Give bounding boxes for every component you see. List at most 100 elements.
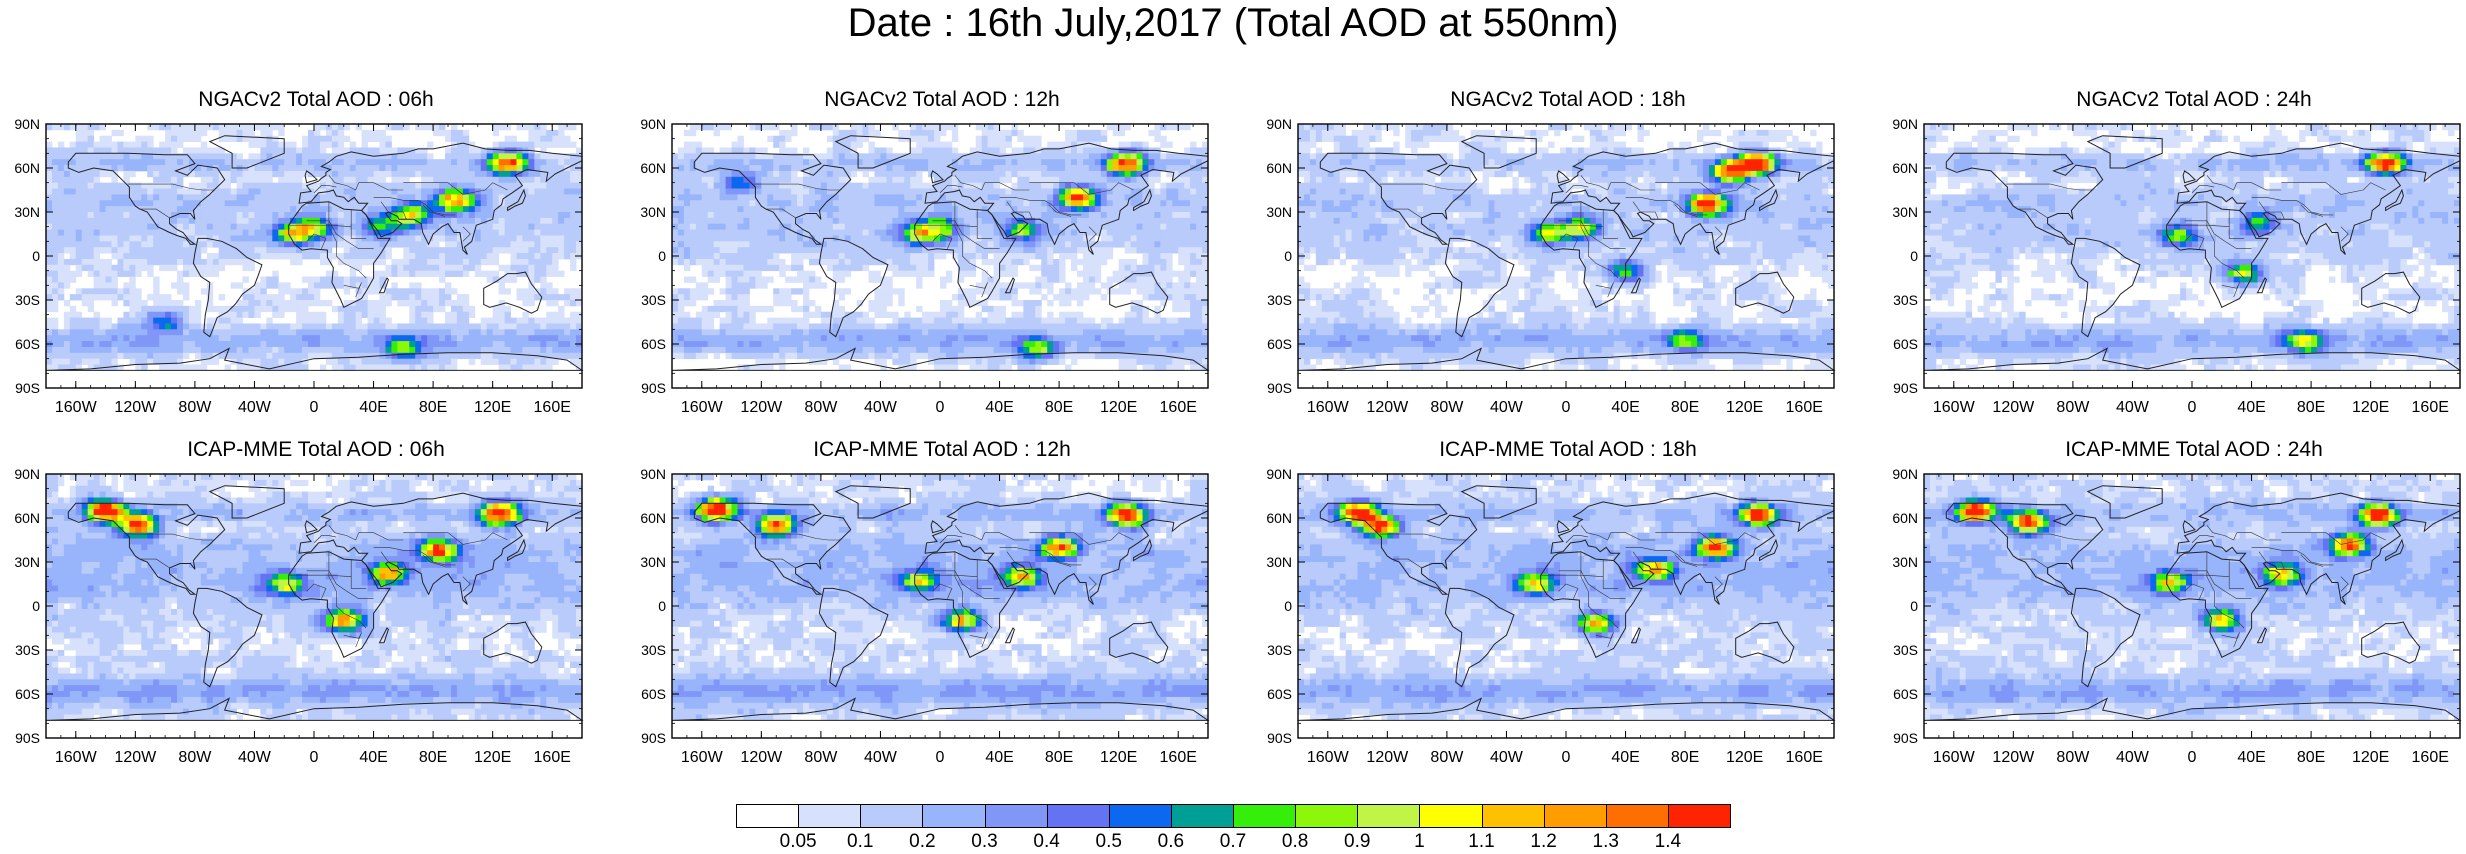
- coastlines: [1297, 485, 1836, 721]
- lat-tick-label: 0: [32, 248, 40, 264]
- aod-heatmap: [1298, 124, 1835, 371]
- panel-title: NGACv2 Total AOD : 24h: [1924, 88, 2464, 112]
- lat-tick-label: 60S: [1267, 336, 1292, 352]
- lon-tick-label: 80W: [178, 749, 212, 766]
- lon-tick-label: 120E: [474, 749, 511, 766]
- lat-tick-label: 60N: [1266, 160, 1292, 176]
- lon-tick-label: 160W: [1933, 399, 1976, 416]
- lon-tick-label: 40E: [2237, 399, 2265, 416]
- lat-tick-label: 60N: [1266, 510, 1292, 526]
- country-borders: [127, 525, 508, 648]
- lat-tick-label: 90S: [1893, 730, 1918, 746]
- colorbar-swatch: [1046, 804, 1110, 828]
- panel-title: NGACv2 Total AOD : 06h: [46, 88, 586, 112]
- lon-tick-label: 40W: [2116, 399, 2150, 416]
- lon-tick-label: 160E: [1786, 749, 1823, 766]
- lat-tick-label: 30N: [1266, 554, 1292, 570]
- lon-tick-label: 80W: [804, 749, 838, 766]
- lat-tick-label: 30N: [1892, 554, 1918, 570]
- lon-tick-label: 160W: [681, 749, 724, 766]
- lat-tick-label: 30N: [640, 554, 666, 570]
- lon-tick-label: 120W: [1992, 749, 2035, 766]
- lat-tick-label: 60N: [1892, 510, 1918, 526]
- lon-tick-label: 120W: [740, 749, 783, 766]
- lat-tick-label: 90S: [641, 730, 666, 746]
- colorbar-label: 1: [1389, 832, 1449, 852]
- lon-tick-label: 40E: [2237, 749, 2265, 766]
- lon-tick-label: 40E: [359, 749, 387, 766]
- lat-tick-label: 60S: [1267, 686, 1292, 702]
- colorbar-label: 0.05: [768, 832, 828, 852]
- lon-tick-label: 40E: [359, 399, 387, 416]
- colorbar-swatch: [1108, 804, 1172, 828]
- lon-tick-label: 0: [310, 749, 319, 766]
- lat-tick-label: 30N: [1892, 204, 1918, 220]
- colorbar-label: 1.3: [1576, 832, 1636, 852]
- lat-tick-label: 60N: [1892, 160, 1918, 176]
- country-borders: [127, 175, 508, 298]
- lat-tick-label: 30S: [15, 292, 40, 308]
- aod-map: 90N 60N 30N 0 30S 60S 90S 160W 120W 80W 40W 0 40E 80E…: [1266, 466, 1836, 766]
- colorbar-label: 0.4: [1017, 832, 1077, 852]
- lon-tick-label: 40E: [1611, 749, 1639, 766]
- colorbar-label: 0.2: [892, 832, 952, 852]
- map-panel-ngacv2-24h: 90N 60N 30N 0 30S 60S 90S 160W 120W 80W 40W 0 40E 80E…: [1892, 88, 2464, 422]
- lat-tick-label: 30S: [1893, 642, 1918, 658]
- lat-tick-label: 0: [1910, 248, 1918, 264]
- country-borders: [753, 525, 1134, 648]
- lon-tick-label: 120W: [1366, 399, 1409, 416]
- lon-tick-label: 160E: [534, 749, 571, 766]
- lon-tick-label: 40W: [238, 399, 272, 416]
- lat-tick-label: 90S: [1893, 380, 1918, 396]
- lon-tick-label: 120W: [1366, 749, 1409, 766]
- lat-tick-label: 90N: [1892, 116, 1918, 132]
- lat-tick-label: 90S: [15, 380, 40, 396]
- lon-tick-label: 80E: [419, 749, 447, 766]
- lat-tick-label: 90S: [15, 730, 40, 746]
- lat-tick-label: 60N: [640, 510, 666, 526]
- lon-tick-label: 160E: [1786, 399, 1823, 416]
- lat-tick-label: 90N: [14, 116, 40, 132]
- lat-tick-label: 60N: [14, 160, 40, 176]
- lon-tick-label: 80E: [2297, 749, 2325, 766]
- lon-tick-label: 160W: [681, 399, 724, 416]
- lat-tick-label: 90N: [1266, 466, 1292, 482]
- lon-tick-label: 160E: [2412, 399, 2449, 416]
- lon-tick-label: 0: [2188, 749, 2197, 766]
- country-borders: [2005, 525, 2386, 648]
- lat-tick-label: 0: [32, 598, 40, 614]
- colorbar-swatch: [922, 804, 986, 828]
- lon-tick-label: 120E: [1726, 399, 1763, 416]
- lon-tick-label: 80W: [178, 399, 212, 416]
- lon-tick-label: 160W: [55, 399, 98, 416]
- lat-tick-label: 90S: [1267, 380, 1292, 396]
- lon-tick-label: 40W: [864, 399, 898, 416]
- coastlines: [45, 485, 584, 721]
- lat-tick-label: 60S: [641, 336, 666, 352]
- lat-tick-label: 60S: [15, 686, 40, 702]
- lat-tick-label: 90N: [640, 116, 666, 132]
- colorbar-label: 0.8: [1265, 832, 1325, 852]
- colorbar-swatch: [1357, 804, 1421, 828]
- colorbar-swatch: [1295, 804, 1359, 828]
- lon-tick-label: 0: [936, 749, 945, 766]
- lat-tick-label: 60N: [14, 510, 40, 526]
- lon-tick-label: 120E: [1100, 749, 1137, 766]
- aod-map: 90N 60N 30N 0 30S 60S 90S 160W 120W 80W 40W 0 40E 80E…: [640, 116, 1210, 416]
- lon-tick-label: 80E: [1671, 399, 1699, 416]
- colorbar-label: 0.5: [1079, 832, 1139, 852]
- lon-tick-label: 40W: [2116, 749, 2150, 766]
- lat-tick-label: 90N: [1892, 466, 1918, 482]
- lat-tick-label: 30S: [1267, 292, 1292, 308]
- colorbar-label: 0.6: [1141, 832, 1201, 852]
- country-borders: [2005, 175, 2386, 298]
- lat-tick-label: 0: [658, 248, 666, 264]
- country-borders: [1379, 525, 1760, 648]
- lat-tick-label: 30S: [1267, 642, 1292, 658]
- coastlines: [1923, 135, 2462, 371]
- coastlines: [45, 135, 584, 371]
- lat-tick-label: 0: [1284, 248, 1292, 264]
- colorbar-swatch: [1419, 804, 1483, 828]
- panel-title: ICAP-MME Total AOD : 12h: [672, 438, 1212, 462]
- lat-tick-label: 30N: [640, 204, 666, 220]
